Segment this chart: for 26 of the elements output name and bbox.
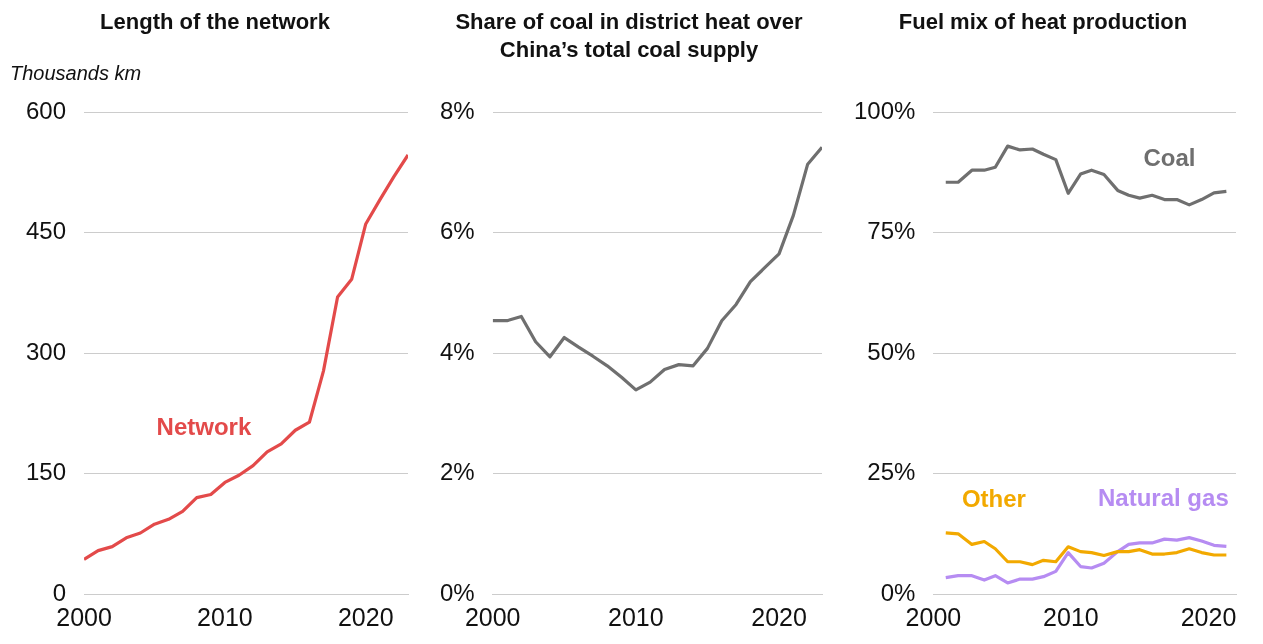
x-tick-label: 2020 [751,602,807,631]
x-tick-label: 2020 [1180,602,1237,631]
series-label: Other [961,485,1026,513]
y-tick-label: 2% [440,458,475,486]
x-tick-label: 2020 [337,602,394,631]
series-label: Coal [1143,144,1196,172]
y-tick-label: 50% [867,337,916,365]
chart-title: Share of coal in district heat over China’s total coal supply [454,8,804,64]
y-tick-label: 25% [867,458,916,486]
chart-title: Length of the network [100,9,330,34]
x-tick-label: 2010 [1043,602,1099,631]
x-tick-label: 2010 [608,602,664,631]
y-axis-title: Thousands km [10,62,142,85]
y-tick-label: 600 [26,97,67,125]
y-tick-label: 450 [26,217,67,245]
y-tick-label: 100% [853,97,916,125]
series-label: Natural gas [1098,483,1229,511]
chart-title: Fuel mix of heat production [897,8,1189,36]
y-tick-label: 4% [440,337,475,365]
x-tick-label: 2010 [197,602,253,631]
y-tick-label: 150 [26,458,67,486]
y-tick-label: 300 [26,337,67,365]
series-label: Network [156,413,252,441]
y-tick-label: 8% [440,97,475,125]
y-tick-label: 75% [867,217,916,245]
y-tick-label: 6% [440,217,475,245]
